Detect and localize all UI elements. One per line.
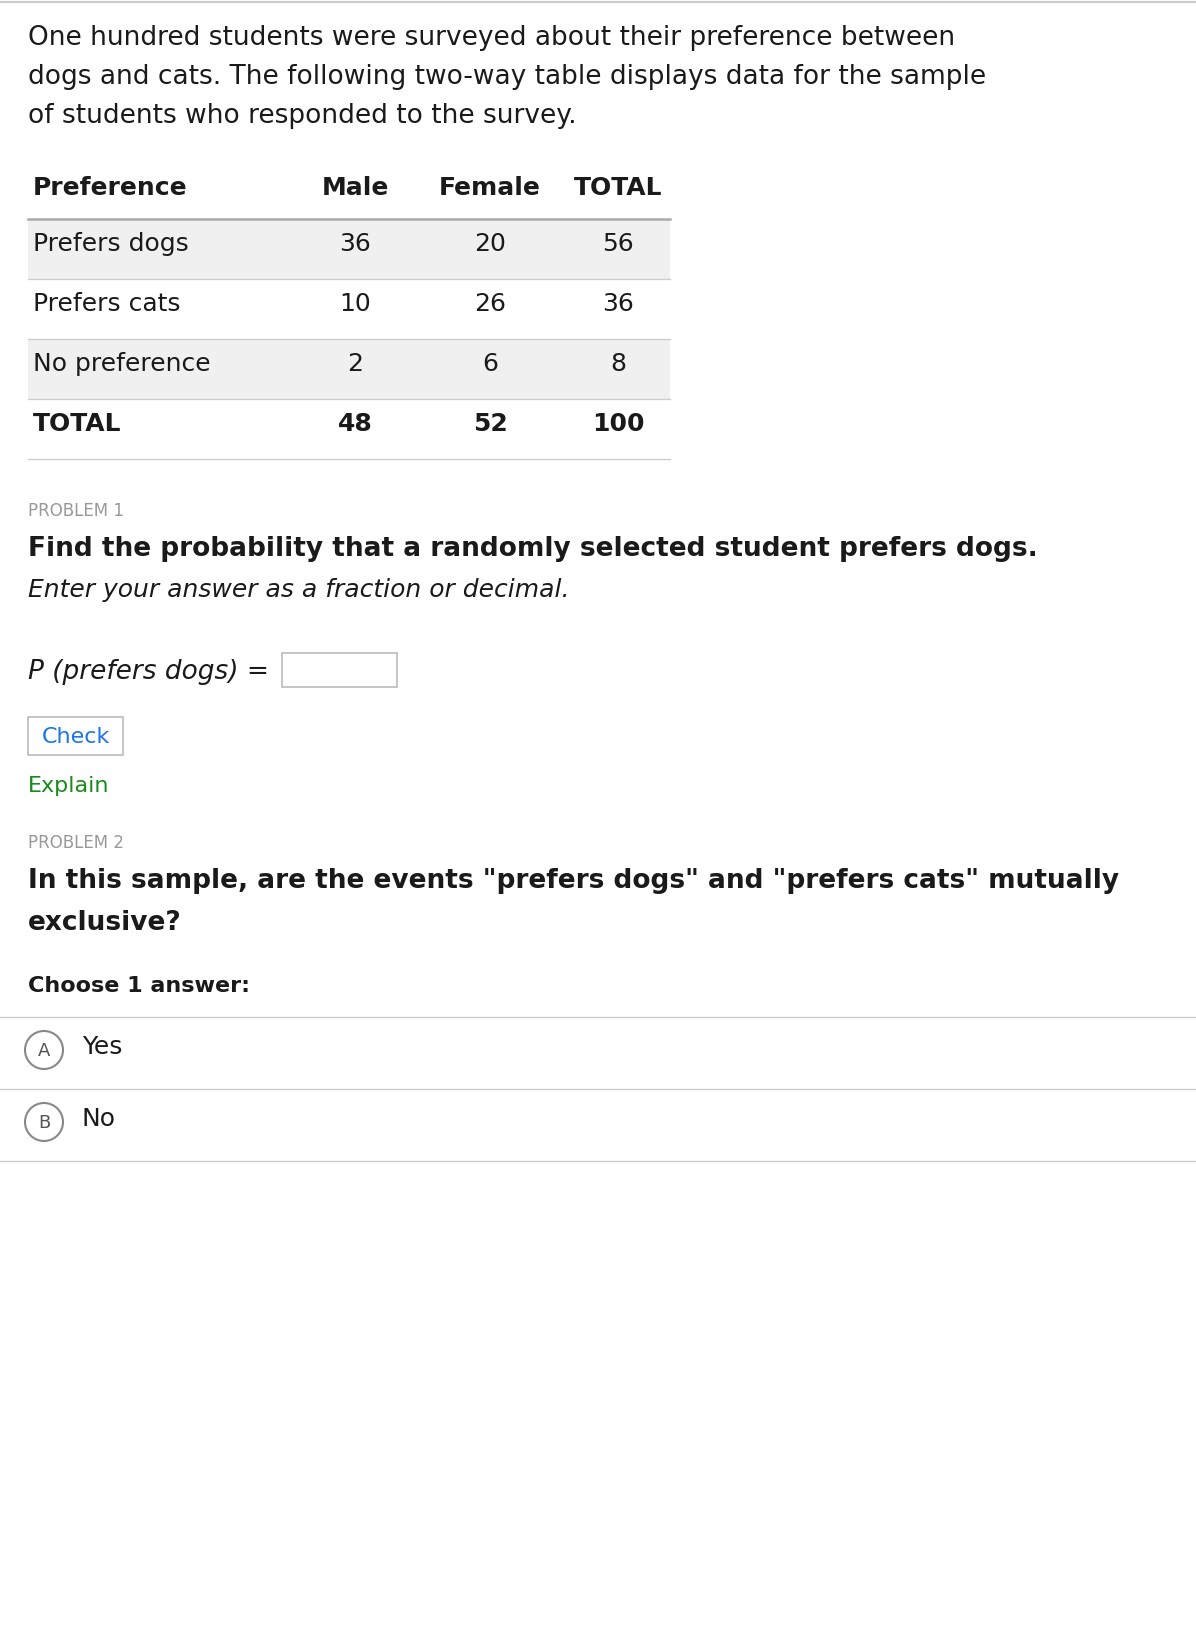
Text: Preference: Preference [33,175,188,200]
Text: Female: Female [439,175,541,200]
Text: 10: 10 [340,292,371,316]
Text: Prefers dogs: Prefers dogs [33,231,189,256]
Text: One hundred students were surveyed about their preference between: One hundred students were surveyed about… [28,25,956,51]
Text: dogs and cats. The following two-way table displays data for the sample: dogs and cats. The following two-way tab… [28,64,987,90]
Text: TOTAL: TOTAL [574,175,663,200]
Text: PROBLEM 1: PROBLEM 1 [28,502,124,520]
Text: of students who responded to the survey.: of students who responded to the survey. [28,103,576,129]
Bar [282,654,397,688]
Text: Male: Male [322,175,389,200]
Text: TOTAL: TOTAL [33,411,122,436]
Text: 56: 56 [602,231,634,256]
Text: exclusive?: exclusive? [28,910,182,936]
Text: Enter your answer as a fraction or decimal.: Enter your answer as a fraction or decim… [28,577,569,602]
Text: Yes: Yes [83,1034,122,1059]
Text: In this sample, are the events "prefers dogs" and "prefers cats" mutually: In this sample, are the events "prefers … [28,867,1119,893]
Bar [28,220,670,280]
Text: B: B [38,1113,50,1131]
Text: P (prefers dogs) =: P (prefers dogs) = [28,659,269,685]
Text: 36: 36 [338,231,371,256]
Text: Find the probability that a randomly selected student prefers dogs.: Find the probability that a randomly sel… [28,536,1038,562]
Text: No: No [83,1106,116,1131]
Text: PROBLEM 2: PROBLEM 2 [28,834,124,852]
Bar [28,718,123,756]
Text: Prefers cats: Prefers cats [33,292,181,316]
Text: 36: 36 [602,292,634,316]
Text: 48: 48 [337,411,372,436]
Text: Check: Check [42,726,110,746]
Text: 20: 20 [474,231,506,256]
Text: 8: 8 [610,352,626,375]
Text: 2: 2 [347,352,364,375]
Text: 26: 26 [474,292,506,316]
Text: 100: 100 [592,411,645,436]
Text: Explain: Explain [28,775,110,795]
Text: No preference: No preference [33,352,210,375]
Bar [28,339,670,400]
Text: 6: 6 [482,352,498,375]
Text: A: A [38,1041,50,1059]
Text: 52: 52 [472,411,507,436]
Text: Choose 1 answer:: Choose 1 answer: [28,975,250,995]
